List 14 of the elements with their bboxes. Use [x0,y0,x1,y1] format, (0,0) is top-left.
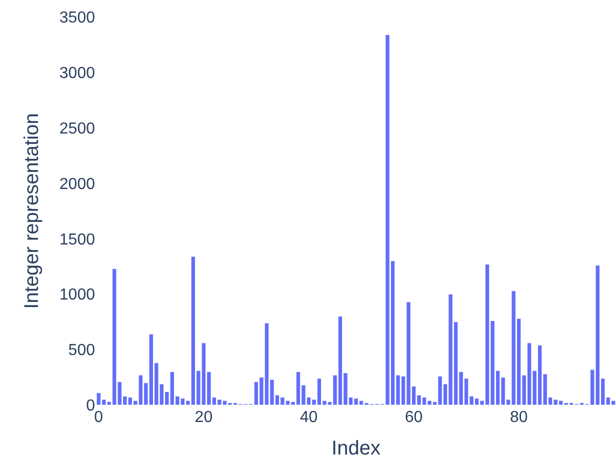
y-tick-label: 500 [68,342,96,360]
y-tick-label: 2000 [59,176,96,193]
x-tick-label: 40 [300,409,318,426]
y-axis-title: Integer representation [20,113,43,309]
y-tick-label: 3000 [59,65,96,82]
x-tick-label: 80 [510,409,528,426]
y-tick-label: 2500 [59,120,96,138]
y-tick-label: 1500 [59,231,96,248]
y-tick-label: 0 [86,398,96,415]
y-tick-label: 1000 [59,286,96,304]
y-tick-label: 3500 [59,10,96,27]
x-tick-label: 60 [404,409,423,426]
x-tick-label: 20 [194,409,213,426]
x-axis-title: Index [332,438,380,460]
